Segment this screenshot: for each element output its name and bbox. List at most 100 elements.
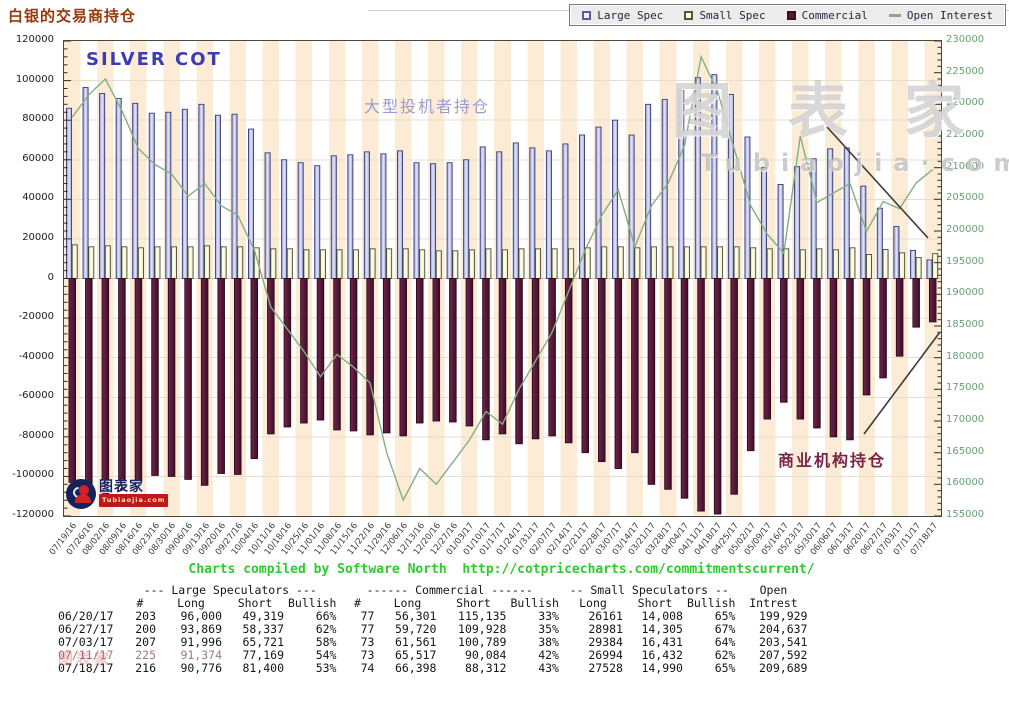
table-cell-value: 66,398 — [394, 661, 437, 675]
legend-item-small-spec[interactable]: Small Spec — [684, 9, 766, 22]
table-cell-value: 91,996 — [180, 635, 222, 649]
left-axis-tick-label: -120000 — [12, 509, 54, 520]
bar-small-spec — [137, 247, 144, 279]
left-axis-tick-label: 80000 — [22, 113, 54, 125]
bar-commercial — [349, 278, 358, 432]
bar-commercial — [267, 278, 275, 435]
annotation-large-speculators: 大型投机者持仓 — [364, 97, 491, 116]
table-cell-value: 207,592 — [759, 648, 808, 662]
bar-commercial — [167, 278, 176, 477]
bar-small-spec — [369, 248, 376, 279]
bar-small-spec — [303, 249, 310, 279]
bar-large-spec — [496, 151, 503, 279]
table-cell-value: 14,990 — [641, 661, 683, 675]
bar-small-spec — [733, 246, 740, 279]
bar-commercial — [730, 278, 738, 495]
table-cell-value: 49,319 — [242, 609, 284, 623]
bar-large-spec — [595, 126, 602, 279]
bar-small-spec — [650, 246, 657, 279]
bar-small-spec — [386, 248, 393, 279]
table-cell-value: 62% — [315, 622, 337, 636]
table-cell-value: 27528 — [588, 661, 623, 675]
bar-small-spec — [750, 247, 757, 279]
bar-commercial — [548, 278, 556, 437]
left-axis-tick-label: 120000 — [15, 34, 54, 45]
table-cell-value: 77,169 — [242, 648, 284, 662]
table-cell-value: 62% — [714, 648, 736, 662]
bar-small-spec — [121, 246, 128, 279]
bar-small-spec — [584, 247, 591, 279]
bar-small-spec — [171, 246, 178, 279]
left-axis-tick-label: 20000 — [22, 231, 54, 243]
right-axis-tick-label: 175000 — [946, 382, 985, 394]
table-column-header: Short — [237, 596, 273, 610]
bar-small-spec — [667, 246, 674, 279]
bar-large-spec — [678, 90, 685, 279]
bar-commercial — [432, 278, 441, 422]
legend-item-commercial[interactable]: Commercial — [786, 9, 868, 22]
table-column-header: # — [136, 596, 144, 610]
table-cell-value: 42% — [538, 648, 559, 662]
bar-commercial — [449, 278, 457, 423]
bar-commercial — [895, 278, 904, 357]
table-row: 06/20/17 203 96,000 49,319 66% 77 56,301 115,13… — [56, 610, 809, 623]
bar-commercial — [200, 278, 209, 486]
small-spec-swatch-icon — [684, 10, 694, 20]
bar-commercial — [647, 278, 656, 485]
table-cell-value: 16,431 — [641, 635, 683, 649]
table-cell-value: 65% — [714, 609, 736, 623]
logo-brand-text: 图表家 — [99, 479, 144, 495]
table-cell-value: 96,000 — [180, 609, 222, 623]
table-column-header: # — [354, 596, 361, 610]
table-cell-value: 199,929 — [759, 609, 808, 623]
bar-commercial — [680, 278, 689, 499]
table-group-header — [56, 584, 122, 597]
table-cell-value: 29384 — [588, 635, 623, 649]
table-cell-date: 07/18/17 — [58, 661, 114, 675]
bar-small-spec — [535, 248, 542, 279]
table-cell-value: 216 — [135, 661, 156, 675]
left-axis-tick-label: 60000 — [22, 152, 54, 164]
legend-label: Large Spec — [597, 8, 664, 22]
cot-chart-canvas — [64, 41, 941, 516]
trendline — [863, 331, 941, 435]
table-cell-value: 91,374 — [180, 648, 222, 662]
bar-small-spec — [468, 249, 475, 279]
bar-small-spec — [617, 246, 624, 279]
table-cell-value: 90,776 — [180, 661, 222, 675]
table-cell-value: 14,305 — [641, 622, 683, 636]
bar-large-spec — [926, 259, 933, 279]
bar-small-spec — [551, 248, 558, 279]
bar-large-spec — [363, 151, 370, 279]
bar-small-spec — [154, 246, 161, 279]
legend-item-large-spec[interactable]: Large Spec — [582, 9, 663, 22]
bar-large-spec — [628, 134, 635, 279]
bar-commercial — [581, 278, 589, 454]
legend-item-open-interest[interactable]: Open Interest — [888, 9, 993, 22]
bar-small-spec — [799, 249, 806, 279]
table-cell-value: 93,869 — [180, 622, 222, 636]
bar-small-spec — [319, 249, 326, 279]
bar-large-spec — [512, 142, 519, 279]
chart-inset-title: SILVER COT — [86, 49, 222, 70]
bar-small-spec — [435, 250, 442, 279]
right-axis-tick-label: 210000 — [946, 160, 985, 172]
left-axis-tick-label: -100000 — [12, 469, 54, 481]
left-axis-tick-label: -40000 — [18, 350, 54, 362]
open-interest-line — [71, 54, 934, 502]
bar-large-spec — [860, 185, 867, 279]
table-cell-value: 26161 — [588, 609, 623, 623]
table-cell-value: 33% — [538, 609, 559, 623]
table-cell-value: 65% — [714, 661, 736, 675]
bar-large-spec — [66, 107, 73, 279]
right-axis-tick-label: 205000 — [946, 192, 985, 204]
bar-large-spec — [264, 152, 271, 279]
table-column-header: Short — [456, 596, 491, 610]
bar-large-spec — [248, 128, 255, 279]
table-cell-value: 58,337 — [242, 622, 284, 636]
bar-large-spec — [99, 93, 106, 279]
bar-commercial — [598, 278, 606, 463]
table-cell-value: 64% — [714, 635, 736, 649]
bar-large-spec — [777, 184, 784, 279]
bar-commercial — [780, 278, 788, 403]
